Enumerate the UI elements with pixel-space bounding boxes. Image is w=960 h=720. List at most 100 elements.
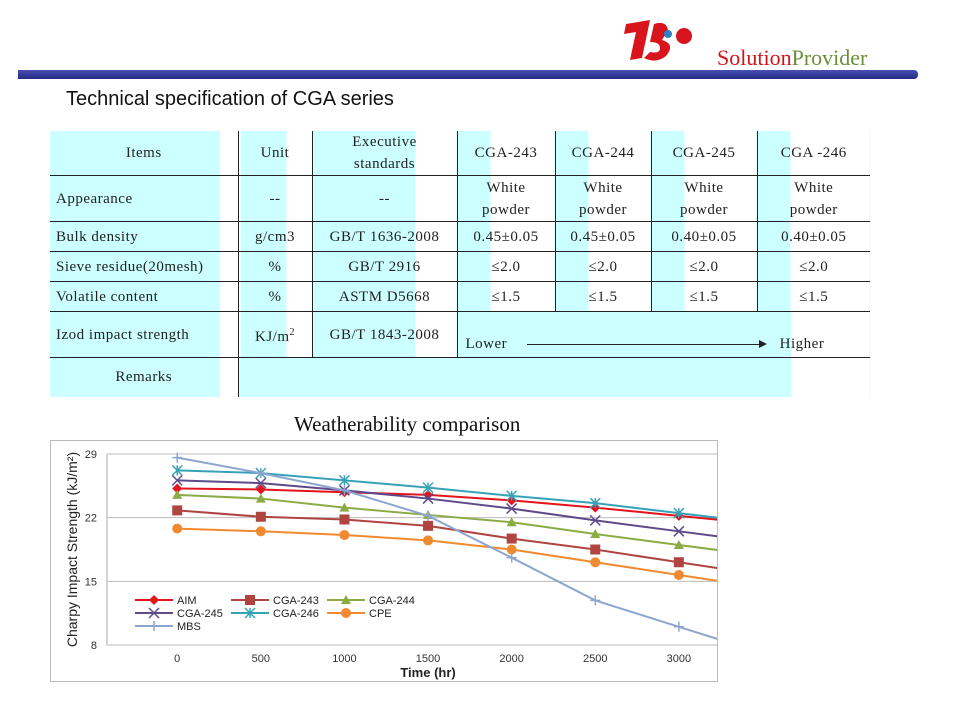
row-standard: GB/T 1636-2008	[311, 221, 457, 252]
data-point-cga-244	[673, 539, 684, 549]
remarks-value	[237, 357, 870, 397]
legend-marker	[341, 595, 351, 604]
x-tick-label: 1000	[332, 653, 356, 665]
row-standard: GB/T 2916	[311, 251, 457, 282]
data-point-cga-244	[590, 529, 601, 539]
weatherability-chart: 29 22 15 8 0 500 1000 1500 2000 2500 3000 Time (hr)…	[50, 440, 720, 682]
brand-solution: Solution	[717, 45, 792, 70]
x-tick-label: 2500	[583, 653, 607, 665]
series-line-aim	[177, 487, 720, 521]
unit-superscript: 2	[289, 326, 295, 338]
row-value: ≤2.0	[554, 251, 651, 282]
data-point-cga-243	[255, 511, 266, 522]
row-item: Izod impact strength	[50, 311, 238, 358]
legend-label: MBS	[177, 621, 201, 633]
header-items: Items	[50, 131, 238, 176]
y-axis-title: Charpy Impact Strength (kJ/m²)	[64, 452, 80, 647]
data-point-mbs	[172, 452, 183, 463]
x-axis-title: Time (hr)	[400, 665, 455, 680]
row-standard: GB/T 1843-2008	[311, 311, 457, 358]
row-unit: KJ/m2	[237, 311, 312, 358]
data-point-cpe	[255, 526, 266, 537]
data-point-cga-244	[172, 489, 183, 499]
header-cga243: CGA-243	[456, 131, 555, 176]
table-row: Bulk density g/cm3 GB/T 1636-2008 0.45±0…	[50, 221, 870, 252]
data-point-mbs	[423, 510, 434, 521]
data-point-cga-245	[506, 503, 518, 515]
legend-marker	[149, 621, 159, 631]
unit-text: KJ/m	[254, 328, 290, 345]
x-tick-label: 500	[252, 653, 270, 665]
row-value: ≤1.5	[554, 281, 651, 312]
row-value: ≤2.0	[456, 251, 555, 282]
data-point-cpe	[423, 535, 434, 546]
data-point-mbs	[590, 595, 601, 606]
company-logo	[624, 20, 692, 61]
data-point-cga-243	[339, 514, 350, 525]
header-unit: Unit	[237, 131, 312, 176]
row-value: White powder	[554, 175, 651, 222]
series-line-mbs	[177, 456, 720, 641]
data-point-cga-245	[422, 493, 434, 505]
data-point-cga-245	[171, 474, 183, 486]
chart-svg: 29 22 15 8 0 500 1000 1500 2000 2500 3000 Time (hr)…	[64, 449, 720, 680]
brand-provider: Provider	[791, 45, 868, 70]
legend-label: AIM	[177, 595, 197, 607]
row-unit: %	[237, 251, 312, 282]
table-row: Appearance -- -- White powder White powd…	[50, 175, 870, 222]
data-point-aim	[255, 484, 266, 495]
izod-trend: Lower Higher	[456, 311, 870, 358]
data-point-mbs	[255, 468, 266, 479]
row-value: ≤1.5	[650, 281, 757, 312]
row-standard: --	[311, 175, 457, 222]
data-point-cpe	[339, 529, 350, 540]
data-point-cga-245	[589, 514, 601, 526]
table-header-row: Items Unit Executive standards CGA-243 C…	[50, 131, 870, 176]
row-item: Bulk density	[50, 221, 238, 252]
header-cga245: CGA-245	[650, 131, 757, 176]
row-item: Volatile content	[50, 281, 238, 312]
x-tick-label: 0	[174, 653, 180, 665]
data-point-cga-243	[590, 544, 601, 555]
row-value: 0.40±0.05	[756, 221, 870, 252]
data-point-cpe	[673, 569, 684, 580]
data-point-cga-243	[423, 520, 434, 531]
series-line-cpe	[177, 527, 720, 583]
series-line-cga-244	[177, 493, 720, 552]
row-value: White powder	[650, 175, 757, 222]
table-row: Volatile content % ASTM D5668 ≤1.5 ≤1.5 …	[50, 281, 870, 312]
x-tick-label: 3000	[667, 653, 691, 665]
izod-row: Izod impact strength KJ/m2 GB/T 1843-200…	[50, 311, 870, 358]
row-value: ≤2.0	[650, 251, 757, 282]
row-unit: %	[237, 281, 312, 312]
data-point-cga-245	[255, 477, 267, 489]
y-tick-label: 22	[85, 513, 97, 525]
data-point-cga-246	[589, 497, 601, 509]
legend-label: CGA-243	[273, 595, 319, 607]
table-row: Sieve residue(20mesh) % GB/T 2916 ≤2.0 ≤…	[50, 251, 870, 282]
legend-label: CGA-244	[369, 595, 415, 607]
data-point-cga-243	[673, 557, 684, 568]
y-tick-label: 29	[85, 449, 97, 461]
header-divider-bar	[18, 70, 918, 79]
data-point-cga-244	[506, 517, 517, 527]
chart-title: Weatherability comparison	[294, 412, 521, 436]
row-value: White powder	[756, 175, 870, 222]
header-standards: Executive standards	[311, 131, 457, 176]
x-tick-label: 1500	[416, 653, 440, 665]
row-value: ≤1.5	[456, 281, 555, 312]
page-title: Technical specification of CGA series	[66, 88, 394, 110]
data-point-cga-243	[506, 533, 517, 544]
remarks-label: Remarks	[50, 357, 238, 397]
data-point-cga-243	[172, 505, 183, 516]
legend-label: CPE	[369, 608, 392, 620]
row-value: 0.45±0.05	[456, 221, 555, 252]
data-point-cga-244	[255, 493, 266, 503]
row-unit: g/cm3	[237, 221, 312, 252]
data-point-cpe	[590, 557, 601, 568]
legend-marker	[244, 607, 256, 619]
data-point-cga-244	[339, 502, 350, 512]
data-point-mbs	[339, 485, 350, 496]
remarks-row: Remarks	[50, 357, 870, 397]
data-point-cga-246	[673, 507, 685, 519]
